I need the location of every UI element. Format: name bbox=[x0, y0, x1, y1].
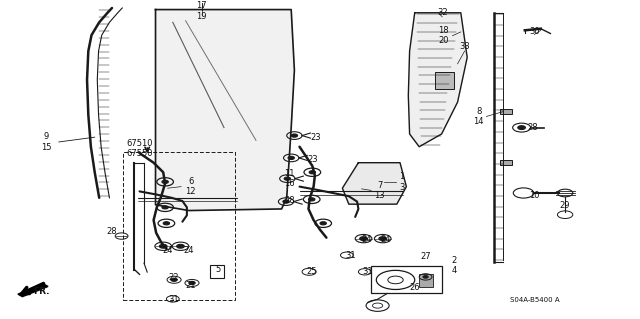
Text: 7
13: 7 13 bbox=[374, 181, 385, 200]
Circle shape bbox=[309, 171, 316, 174]
Circle shape bbox=[518, 126, 525, 130]
Text: S04A-B5400 A: S04A-B5400 A bbox=[509, 298, 559, 303]
Circle shape bbox=[283, 200, 289, 203]
Text: 31: 31 bbox=[169, 295, 179, 304]
Text: 24: 24 bbox=[381, 235, 391, 244]
Circle shape bbox=[162, 206, 168, 209]
Circle shape bbox=[291, 134, 298, 137]
Bar bbox=[123, 152, 235, 300]
Circle shape bbox=[177, 244, 184, 248]
Polygon shape bbox=[18, 284, 48, 297]
Text: 22: 22 bbox=[169, 273, 179, 282]
Text: 23: 23 bbox=[310, 133, 321, 142]
Text: 18
20: 18 20 bbox=[438, 26, 449, 45]
Polygon shape bbox=[342, 163, 406, 204]
Text: 30: 30 bbox=[529, 27, 540, 36]
Text: 1
3: 1 3 bbox=[399, 172, 404, 191]
Circle shape bbox=[163, 222, 170, 225]
Text: 29: 29 bbox=[559, 201, 570, 210]
Text: 67510
67550: 67510 67550 bbox=[126, 139, 153, 158]
Text: 11
16: 11 16 bbox=[284, 169, 294, 188]
Bar bbox=[435, 72, 454, 89]
Circle shape bbox=[423, 276, 428, 278]
Text: 28: 28 bbox=[528, 123, 538, 132]
Bar bbox=[500, 109, 512, 114]
Circle shape bbox=[189, 281, 195, 285]
Text: 24: 24 bbox=[163, 246, 173, 255]
Polygon shape bbox=[408, 13, 467, 147]
Bar bbox=[210, 265, 224, 278]
Text: 32: 32 bbox=[437, 8, 447, 17]
Text: 28: 28 bbox=[285, 197, 295, 205]
Text: 2
4: 2 4 bbox=[452, 256, 457, 275]
Text: 26: 26 bbox=[410, 283, 420, 292]
Circle shape bbox=[360, 237, 367, 241]
Circle shape bbox=[308, 198, 315, 201]
Bar bbox=[500, 160, 512, 165]
Bar bbox=[419, 274, 433, 287]
Bar bbox=[371, 266, 442, 293]
Text: 10: 10 bbox=[529, 191, 540, 200]
Text: 17
19: 17 19 bbox=[196, 2, 207, 21]
Text: 6
12: 6 12 bbox=[186, 177, 196, 196]
Circle shape bbox=[159, 244, 167, 248]
Text: 24: 24 bbox=[362, 235, 372, 244]
Text: 23: 23 bbox=[307, 155, 317, 164]
Text: 31: 31 bbox=[363, 267, 373, 276]
Text: 31: 31 bbox=[346, 251, 356, 260]
Text: FR.: FR. bbox=[33, 287, 50, 296]
Text: 28: 28 bbox=[107, 227, 117, 236]
Text: 21: 21 bbox=[186, 281, 196, 290]
Text: 25: 25 bbox=[307, 267, 317, 276]
Text: 8
14: 8 14 bbox=[474, 107, 484, 126]
Circle shape bbox=[162, 180, 168, 183]
Circle shape bbox=[320, 222, 326, 225]
Circle shape bbox=[171, 278, 177, 281]
Text: 9
15: 9 15 bbox=[41, 132, 51, 152]
Circle shape bbox=[284, 177, 291, 180]
Polygon shape bbox=[156, 10, 294, 211]
Text: 33: 33 bbox=[460, 42, 470, 51]
Text: 24: 24 bbox=[184, 246, 194, 255]
Circle shape bbox=[379, 237, 387, 241]
Text: 27: 27 bbox=[420, 252, 431, 261]
Text: 5: 5 bbox=[215, 265, 220, 274]
Circle shape bbox=[288, 156, 294, 160]
